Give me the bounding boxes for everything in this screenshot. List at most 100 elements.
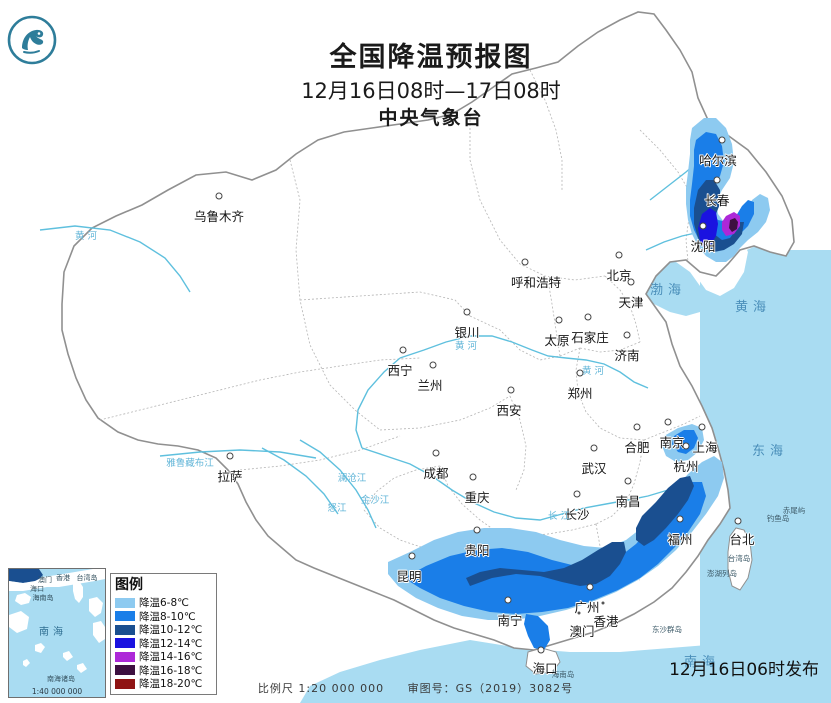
island-label: 东沙群岛 <box>652 625 682 634</box>
legend-swatch <box>115 651 135 662</box>
river-label: 黄 河 <box>74 231 98 242</box>
city-marker <box>408 552 416 560</box>
review-number: 审图号：GS（2019）3082号 <box>407 682 574 695</box>
city-marker <box>432 449 440 457</box>
river-label: 长 江 <box>547 511 571 522</box>
city-marker <box>537 646 545 654</box>
river-label: 黄 河 <box>581 366 605 377</box>
city-marker <box>624 477 632 485</box>
city-label: 天津 <box>618 295 644 310</box>
city-label: 银川 <box>454 325 480 340</box>
island-label: 澎湖列岛 <box>707 569 737 578</box>
city-label: 上海 <box>692 440 718 455</box>
legend-label: 降温10-12℃ <box>139 624 203 637</box>
island-label: 海南岛 <box>551 670 575 679</box>
city-marker <box>463 308 471 316</box>
city-label: 郑州 <box>567 386 593 401</box>
legend-label: 降温16-18℃ <box>139 664 203 677</box>
river-label: 黄 河 <box>454 341 478 352</box>
cooling-zone-10-12-fujian <box>636 476 694 546</box>
legend-panel: 图例 降温6-8℃ 降温8-10℃ 降温10-12℃ 降温12-14℃ 降温14-16℃… <box>110 573 217 696</box>
city-label: 南京 <box>659 435 685 450</box>
city-marker <box>555 316 563 324</box>
legend-item: 降温14-16℃ <box>115 650 212 664</box>
inset-scale-label: 1:40 000 000 <box>31 687 83 696</box>
city-marker <box>633 423 641 431</box>
city-label: 乌鲁木齐 <box>193 209 245 224</box>
city-marker <box>718 136 726 144</box>
forecast-period: 12月16日08时—17日08时 <box>301 79 561 104</box>
cooling-zone-12-14-northeast <box>698 208 718 248</box>
city-marker <box>507 386 515 394</box>
footer-meta: 比例尺 1:20 000 000 审图号：GS（2019）3082号 <box>0 680 831 696</box>
city-label: 南宁 <box>497 613 523 628</box>
issue-time: 12月16日06时发布 <box>669 660 819 680</box>
city-label: 北京 <box>606 268 632 283</box>
city-marker <box>577 611 581 615</box>
svg-text:澳门: 澳门 <box>38 575 52 584</box>
city-label: 长沙 <box>564 507 590 522</box>
city-marker <box>699 222 707 230</box>
cooling-zone-16-18-northeast <box>729 218 738 232</box>
issuing-organization: 中央气象台 <box>378 107 484 130</box>
city-label: 昆明 <box>396 569 422 584</box>
city-label: 拉萨 <box>217 469 243 484</box>
title-block: 全国降温预报图 12月16日08时—17日08时 中央气象台 <box>246 42 616 130</box>
city-label: 香港 <box>593 614 619 629</box>
island-label: 赤尾屿 <box>782 506 806 515</box>
city-label: 长春 <box>704 193 730 208</box>
city-marker <box>734 517 742 525</box>
river-label: 金沙江 <box>360 495 390 506</box>
legend-swatch <box>115 611 135 622</box>
page-title: 全国降温预报图 <box>329 42 533 73</box>
city-marker <box>399 346 407 354</box>
sea-label: 渤海 <box>649 283 687 298</box>
city-label: 合肥 <box>624 440 650 455</box>
city-marker <box>623 331 631 339</box>
south-china-sea-inset: 澳门 香港 台湾岛 海口 海南岛 南海 南海诸岛 1:40 000 000 <box>8 568 106 698</box>
city-label: 成都 <box>423 466 449 481</box>
city-marker <box>504 596 512 604</box>
city-label: 哈尔滨 <box>699 153 737 168</box>
city-label: 西宁 <box>387 363 413 378</box>
city-marker <box>698 423 706 431</box>
city-label: 石家庄 <box>571 330 609 345</box>
city-marker <box>469 473 477 481</box>
city-marker <box>573 490 581 498</box>
city-label: 重庆 <box>464 490 490 505</box>
svg-text:南海诸岛: 南海诸岛 <box>47 674 75 683</box>
city-marker <box>601 601 605 605</box>
city-label: 兰州 <box>417 378 443 393</box>
city-marker <box>584 313 592 321</box>
legend-item: 降温12-14℃ <box>115 636 212 650</box>
china-mainland-outline <box>61 11 795 651</box>
cma-dragon-logo <box>6 14 58 66</box>
city-marker <box>682 442 690 450</box>
legend-item: 降温16-18℃ <box>115 663 212 677</box>
city-label: 杭州 <box>673 459 699 474</box>
legend-title: 图例 <box>115 577 143 593</box>
svg-text:海口: 海口 <box>30 584 44 593</box>
svg-text:香港: 香港 <box>56 573 70 582</box>
city-marker <box>664 418 672 426</box>
legend-item: 降温18-20℃ <box>115 677 212 691</box>
legend-swatch <box>115 638 135 649</box>
river-label: 雅鲁藏布江 <box>166 458 214 469</box>
svg-text:海南岛: 海南岛 <box>33 593 54 602</box>
city-marker <box>590 444 598 452</box>
sea-label: 南海 <box>683 655 721 670</box>
cooling-zone-10-12-guangxi <box>466 542 626 586</box>
svg-text:南海: 南海 <box>39 625 67 638</box>
city-label: 广州 <box>574 600 600 615</box>
river-label: 澜沧江 <box>337 473 367 484</box>
legend-label: 降温14-16℃ <box>139 651 203 664</box>
legend-swatch <box>115 624 135 635</box>
city-label: 福州 <box>667 532 693 547</box>
sea-label: 东海 <box>751 444 789 459</box>
taiwan-island <box>727 527 753 591</box>
city-label: 武汉 <box>581 461 607 476</box>
cooling-zone-8-10-zhejiang <box>672 430 698 454</box>
city-label: 澳门 <box>569 624 595 639</box>
city-marker <box>521 258 529 266</box>
